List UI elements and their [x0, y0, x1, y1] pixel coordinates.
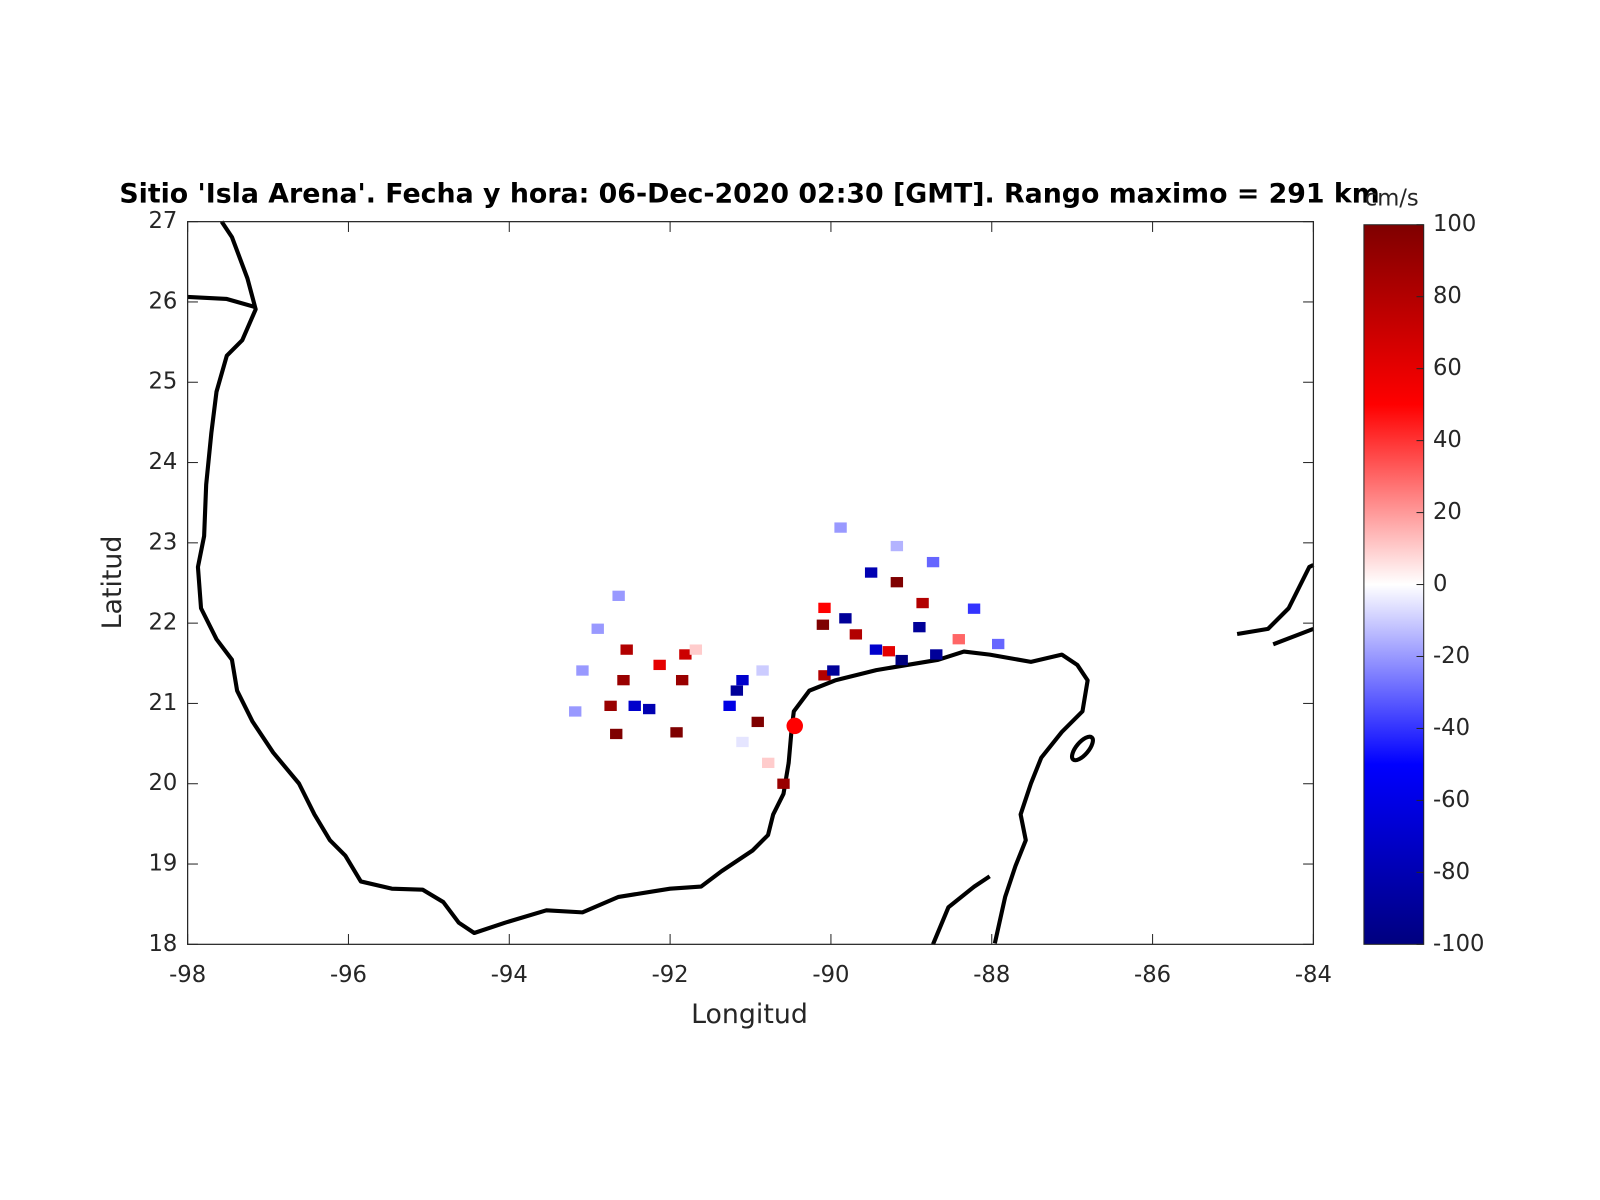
radar-cell	[890, 540, 904, 552]
radar-cell	[777, 778, 790, 789]
colorbar-tick-label: 40	[1433, 427, 1462, 453]
radar-cell	[869, 644, 883, 655]
radar-cell	[926, 556, 940, 568]
coast-cuba	[1236, 563, 1315, 637]
radar-cell	[967, 603, 981, 614]
colorbar-tick-label: 60	[1433, 355, 1462, 381]
radar-cell	[612, 590, 625, 601]
y-tick-label: 23	[148, 529, 177, 555]
radar-cell	[675, 674, 689, 686]
radar-cell	[670, 727, 683, 738]
radar-cell	[849, 629, 863, 640]
radar-cell	[604, 700, 617, 711]
cozumel	[1069, 734, 1095, 763]
radar-cell	[730, 685, 744, 696]
x-tick-label: -90	[812, 962, 849, 988]
radar-cell	[689, 644, 703, 655]
radar-cell	[992, 638, 1005, 650]
radar-cell	[882, 646, 896, 657]
colorbar	[1363, 224, 1425, 945]
colorbar-tick-label: 100	[1433, 211, 1476, 237]
x-tick-label: -92	[652, 962, 689, 988]
radar-cell	[617, 674, 630, 686]
radar-cell	[569, 706, 582, 717]
radar-cell	[610, 728, 623, 740]
plot-area	[187, 221, 1314, 945]
radar-cell	[762, 757, 775, 769]
colorbar-tick-label: -100	[1433, 931, 1484, 957]
radar-cell	[864, 567, 878, 578]
radar-cell	[916, 597, 929, 609]
chart-title: Sitio 'Isla Arena'. Fecha y hora: 06-Dec…	[119, 178, 1379, 209]
radar-cell	[952, 634, 965, 645]
x-tick-label: -94	[491, 962, 528, 988]
y-tick-label: 22	[148, 610, 177, 636]
radar-cell	[818, 670, 831, 681]
radar-cell	[756, 665, 769, 676]
coast-texas	[187, 294, 257, 310]
radar-cell	[827, 665, 840, 676]
colorbar-label: cm/s	[1365, 185, 1419, 211]
x-tick-label: -84	[1295, 962, 1332, 988]
y-tick-label: 25	[148, 369, 177, 395]
colorbar-tick-label: -20	[1433, 643, 1470, 669]
y-tick-label: 24	[148, 449, 177, 475]
x-tick-label: -98	[169, 962, 206, 988]
y-tick-label: 18	[148, 931, 177, 957]
y-tick-label: 26	[148, 288, 177, 314]
x-axis-label: Longitud	[691, 999, 808, 1030]
radar-cell	[576, 665, 589, 676]
radar-cell	[723, 700, 736, 711]
x-tick-label: -86	[1134, 962, 1171, 988]
y-tick-label: 19	[148, 851, 177, 877]
x-tick-label: -88	[973, 962, 1010, 988]
x-tick-label: -96	[330, 962, 367, 988]
site-marker	[786, 717, 803, 735]
radar-cell	[839, 613, 852, 624]
coast-mexico	[195, 220, 1090, 944]
radar-cell	[643, 703, 656, 715]
coastline	[187, 220, 1315, 946]
radar-cell	[591, 623, 604, 634]
radar-cell	[751, 716, 764, 728]
radar-cell	[818, 602, 831, 614]
radar-cell	[930, 649, 943, 660]
coast-belize	[931, 874, 991, 946]
colorbar-tick-label: 20	[1433, 499, 1462, 525]
radar-cell	[890, 577, 904, 588]
colorbar-tick-label: 0	[1433, 571, 1447, 597]
y-tick-label: 27	[148, 208, 177, 234]
colorbar-tick-label: -80	[1433, 859, 1470, 885]
y-tick-label: 20	[148, 770, 177, 796]
colorbar-tick-label: -40	[1433, 715, 1470, 741]
y-tick-label: 21	[148, 690, 177, 716]
radar-cell	[736, 674, 749, 686]
radar-cell	[653, 659, 666, 671]
radar-cell	[913, 621, 926, 633]
y-axis-label: Latitud	[97, 536, 128, 630]
coast-cuba-south	[1272, 626, 1315, 647]
axes-box	[187, 221, 1315, 945]
colorbar-tick-label: -60	[1433, 787, 1470, 813]
radar-cell	[628, 700, 641, 711]
radar-cell	[679, 649, 692, 660]
radar-cell	[895, 654, 908, 666]
radar-cell	[736, 736, 749, 748]
radar-cell	[816, 619, 830, 630]
radar-cell	[620, 644, 633, 655]
radar-cell	[834, 522, 847, 533]
colorbar-tick-label: 80	[1433, 283, 1462, 309]
